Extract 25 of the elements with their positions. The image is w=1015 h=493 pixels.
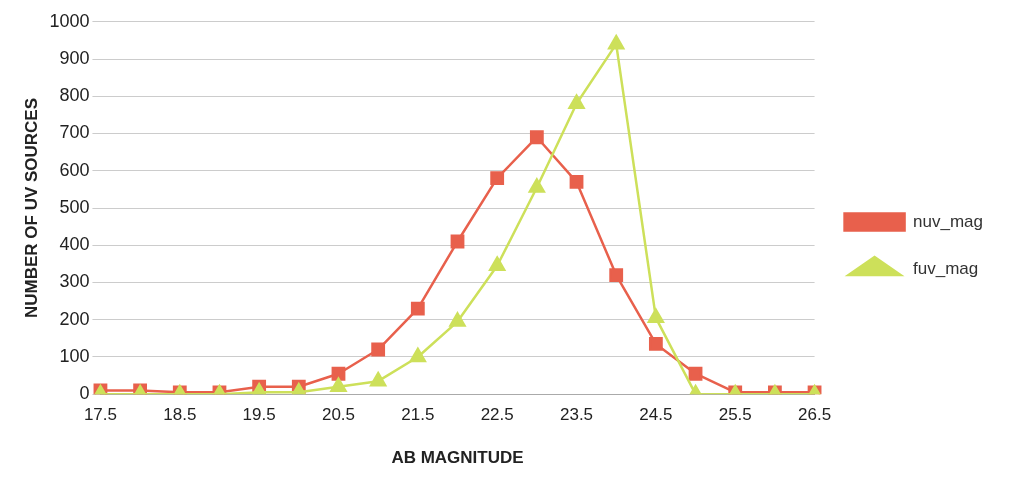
x-tick-label: 19.5 <box>242 405 276 425</box>
y-tick-label: 300 <box>59 271 90 292</box>
y-tick-label: 700 <box>59 122 90 143</box>
x-axis-title: AB MAGNITUDE <box>391 448 524 468</box>
y-tick-label: 400 <box>59 234 90 255</box>
y-tick-label: 1000 <box>49 10 90 31</box>
x-tick-label: 18.5 <box>163 405 197 425</box>
x-tick-label: 25.5 <box>718 405 752 425</box>
y-tick-label: 800 <box>59 85 90 106</box>
x-tick-label: 17.5 <box>83 405 117 425</box>
legend-label: fuv_mag <box>913 258 979 278</box>
y-tick-label: 500 <box>59 196 90 217</box>
y-tick-label: 600 <box>59 159 90 180</box>
x-tick-label: 24.5 <box>639 405 673 425</box>
y-tick-label: 900 <box>59 48 90 69</box>
x-tick-label: 20.5 <box>321 405 356 425</box>
x-tick-label: 26.5 <box>798 405 832 425</box>
x-tick-label: 22.5 <box>480 405 514 425</box>
x-tick-label: 23.5 <box>559 405 594 425</box>
x-tick-label: 21.5 <box>401 405 435 425</box>
y-tick-label: 100 <box>59 345 90 366</box>
y-tick-label: 200 <box>59 308 90 329</box>
legend-label: nuv_mag <box>913 211 983 231</box>
y-tick-label: 0 <box>79 383 90 404</box>
y-axis-title: NUMBER OF UV SOURCES <box>21 97 41 319</box>
